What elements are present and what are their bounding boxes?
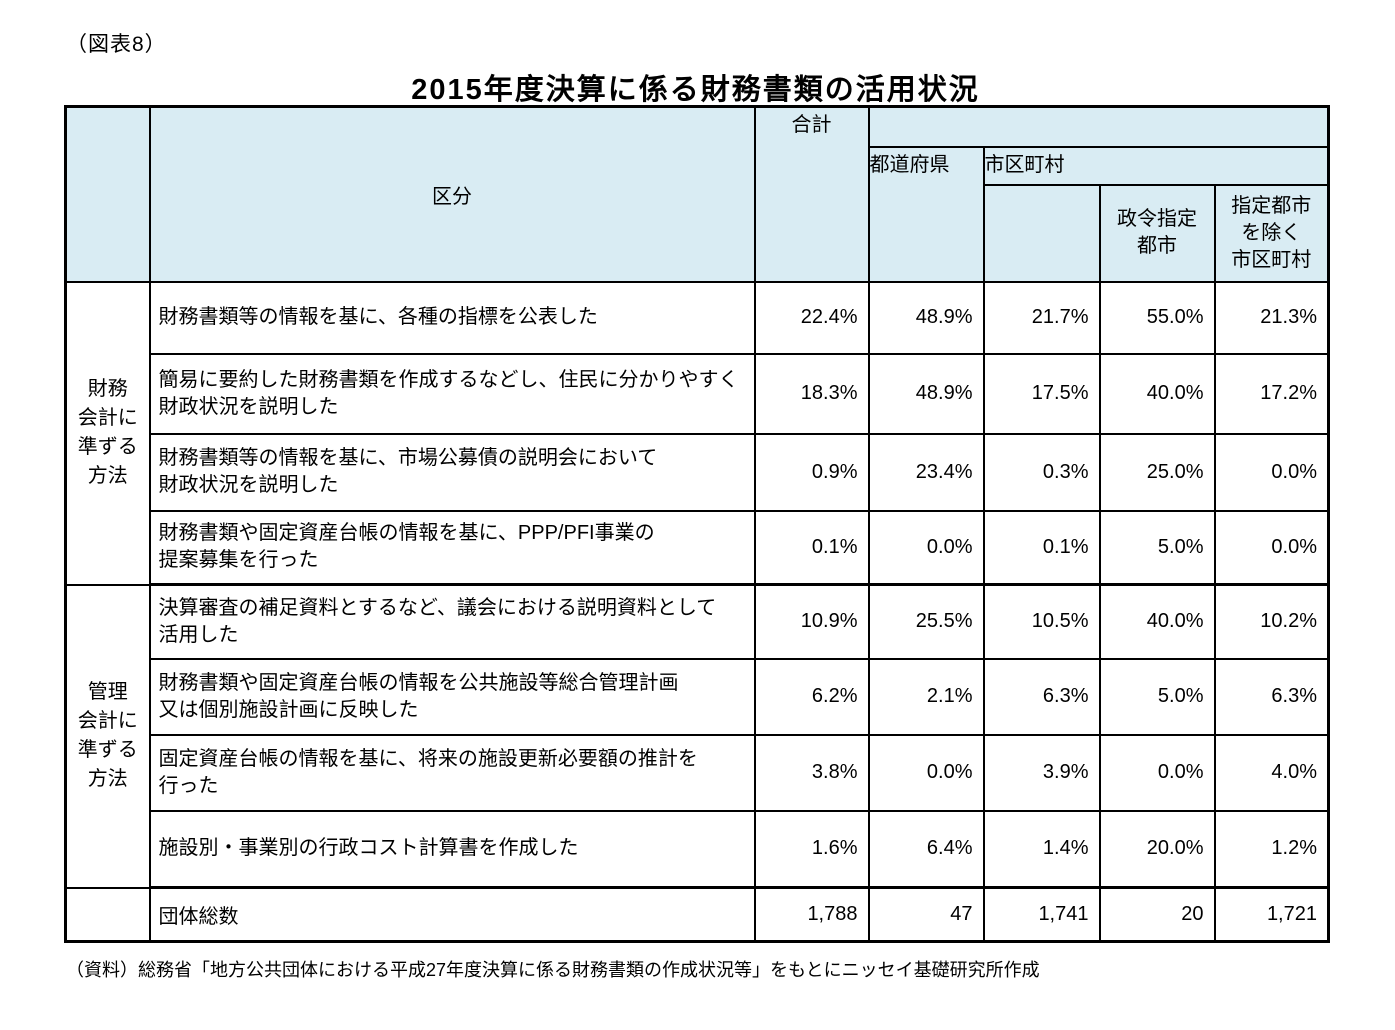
value-cell: 21.3% (1213, 280, 1330, 355)
value-cell: 1.2% (1213, 809, 1330, 889)
value-cell: 48.9% (867, 280, 985, 355)
value-cell: 6.3% (1213, 657, 1330, 736)
value-cell: 0.0% (867, 509, 985, 586)
value-cell: 40.0% (1098, 352, 1216, 435)
value-cell: 10.2% (1213, 583, 1330, 660)
total-value-cell: 1,788 (753, 886, 870, 943)
municipalities-subcolumn-spacer-cell (982, 183, 1101, 283)
value-cell: 6.3% (982, 657, 1101, 736)
value-cell: 55.0% (1098, 280, 1216, 355)
value-cell: 22.4% (753, 280, 870, 355)
value-cell: 0.0% (1098, 733, 1216, 812)
table-row: 財務書類や固定資産台帳の情報を基に、PPP/PFI事業の 提案募集を行った 0.… (66, 509, 1330, 586)
value-cell: 0.9% (753, 432, 870, 512)
value-cell: 10.9% (753, 583, 870, 660)
table-row: 固定資産台帳の情報を基に、将来の施設更新必要額の推計を 行った 3.8% 0.0… (66, 733, 1330, 812)
total-value-cell: 20 (1098, 886, 1216, 943)
row-desc-cell: 簡易に要約した財務書類を作成するなどし、住民に分かりやすく 財政状況を説明した (148, 352, 756, 435)
prefectures-column-header-cell: 都道府県 (867, 145, 985, 283)
value-cell: 3.8% (753, 733, 870, 812)
value-cell: 17.5% (982, 352, 1101, 435)
value-cell: 1.6% (753, 809, 870, 889)
value-cell: 0.1% (982, 509, 1101, 586)
value-cell: 2.1% (867, 657, 985, 736)
municipalities-excl-designated-column-header-cell: 指定都市 を除く 市区町村 (1213, 183, 1330, 283)
group-label-cell: 財務 会計に 準ずる 方法 (64, 280, 151, 586)
table-row: 財務 会計に 準ずる 方法 財務書類等の情報を基に、各種の指標を公表した 22.… (64, 280, 1330, 586)
value-cell: 17.2% (1213, 352, 1330, 435)
value-cell: 23.4% (867, 432, 985, 512)
row-desc-cell: 財務書類や固定資産台帳の情報を公共施設等総合管理計画 又は個別施設計画に反映した (148, 657, 756, 736)
value-cell: 0.3% (982, 432, 1101, 512)
value-cell: 5.0% (1098, 509, 1216, 586)
designated-cities-column-header-cell: 政令指定 都市 (1098, 183, 1216, 283)
group-label-cell: 管理 会計に 準ずる 方法 (64, 583, 151, 889)
table-row: 財務書類や固定資産台帳の情報を公共施設等総合管理計画 又は個別施設計画に反映した… (66, 657, 1330, 736)
municipalities-column-header-cell: 市区町村 (982, 145, 1330, 186)
header-spacer-cell (867, 105, 1330, 148)
row-desc-cell: 固定資産台帳の情報を基に、将来の施設更新必要額の推計を 行った (148, 733, 756, 812)
value-cell: 18.3% (753, 352, 870, 435)
value-cell: 21.7% (982, 280, 1101, 355)
row-desc-cell: 財務書類等の情報を基に、各種の指標を公表した (148, 280, 756, 355)
total-row-spacer-cell (64, 886, 151, 943)
table-row: 財務書類等の情報を基に、市場公募債の説明会において 財政状況を説明した 0.9%… (66, 432, 1330, 512)
row-desc-cell: 財務書類等の情報を基に、市場公募債の説明会において 財政状況を説明した (148, 432, 756, 512)
value-cell: 4.0% (1213, 733, 1330, 812)
total-value-cell: 47 (867, 886, 985, 943)
total-value-cell: 1,721 (1213, 886, 1330, 943)
value-cell: 20.0% (1098, 809, 1216, 889)
row-desc-cell: 財務書類や固定資産台帳の情報を基に、PPP/PFI事業の 提案募集を行った (148, 509, 756, 586)
value-cell: 48.9% (867, 352, 985, 435)
value-cell: 6.2% (753, 657, 870, 736)
figure-title: 2015年度決算に係る財務書類の活用状況 (411, 74, 980, 106)
source-note: （資料）総務省「地方公共団体における平成27年度決算に係る財務書類の作成状況等」… (66, 960, 1040, 980)
value-cell: 0.1% (753, 509, 870, 586)
table-row: 簡易に要約した財務書類を作成するなどし、住民に分かりやすく 財政状況を説明した … (66, 352, 1330, 435)
figure-number: （図表8） (66, 33, 167, 56)
value-cell: 0.0% (867, 733, 985, 812)
value-cell: 3.9% (982, 733, 1101, 812)
value-cell: 25.0% (1098, 432, 1216, 512)
value-cell: 6.4% (867, 809, 985, 889)
total-value-cell: 1,741 (982, 886, 1101, 943)
value-cell: 25.5% (867, 583, 985, 660)
table-row: 施設別・事業別の行政コスト計算書を作成した 1.6% 6.4% 1.4% 20.… (66, 809, 1330, 889)
value-cell: 5.0% (1098, 657, 1216, 736)
total-column-header-cell: 合計 (753, 105, 870, 283)
group-column-header-cell (64, 105, 151, 283)
value-cell: 0.0% (1213, 432, 1330, 512)
usage-table: 区分 合計 都道府県 市区町村 政令指定 都市 指定都市 を除く 市区町村 財務… (64, 105, 1330, 943)
value-cell: 0.0% (1213, 509, 1330, 586)
total-row: 団体総数 1,788 47 1,741 20 1,721 (64, 886, 1330, 943)
kubun-header-cell: 区分 (148, 105, 756, 283)
table-row: 管理 会計に 準ずる 方法 決算審査の補足資料とするなど、議会における説明資料と… (64, 583, 1330, 889)
value-cell: 40.0% (1098, 583, 1216, 660)
total-row-label-cell: 団体総数 (148, 886, 756, 943)
value-cell: 1.4% (982, 809, 1101, 889)
row-desc-cell: 施設別・事業別の行政コスト計算書を作成した (148, 809, 756, 889)
row-desc-cell: 決算審査の補足資料とするなど、議会における説明資料として 活用した (148, 583, 756, 660)
value-cell: 10.5% (982, 583, 1101, 660)
